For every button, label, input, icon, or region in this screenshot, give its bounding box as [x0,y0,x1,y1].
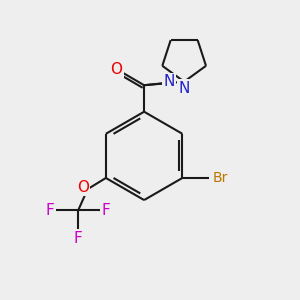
Text: F: F [102,203,110,218]
Text: Br: Br [212,171,228,185]
Text: N: N [164,74,175,89]
Text: F: F [46,203,55,218]
Text: O: O [77,180,89,195]
Text: O: O [110,62,122,77]
Text: F: F [74,230,82,245]
Text: N: N [178,81,190,96]
